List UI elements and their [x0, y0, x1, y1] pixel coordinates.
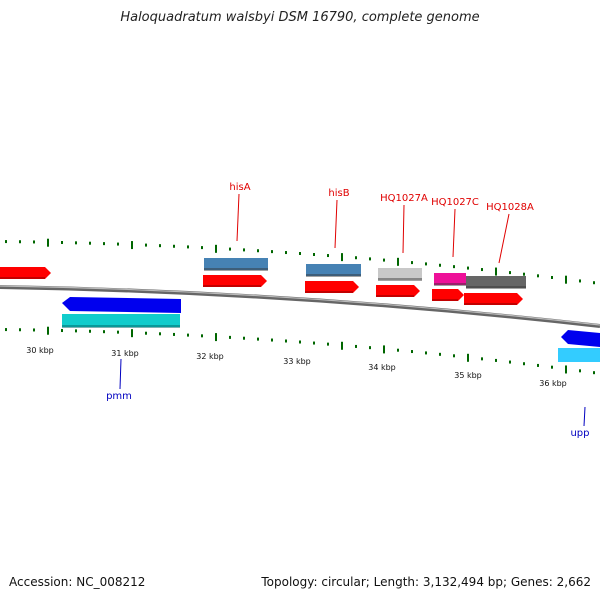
- cds-arrow-forward[interactable]: [203, 275, 267, 287]
- gene-label-hq1028a[interactable]: HQ1028A: [486, 202, 534, 213]
- label-leader-line: [236, 193, 240, 242]
- label-leader-line: [452, 208, 456, 258]
- cds-arrow-forward[interactable]: [432, 289, 464, 301]
- gene-label-pmm[interactable]: pmm: [106, 391, 132, 402]
- cds-arrow-forward[interactable]: [0, 267, 51, 279]
- genome-backbone: [0, 285, 600, 328]
- label-leader-line: [583, 406, 586, 427]
- gene-HQ1027C[interactable]: [434, 273, 466, 286]
- gene-upp[interactable]: [558, 348, 600, 362]
- tick-label: 34 kbp: [368, 363, 396, 372]
- map-title: Haloquadratum walsbyi DSM 16790, complet…: [120, 10, 480, 25]
- label-leader-line: [334, 199, 338, 249]
- accession-label: Accession: NC_008212: [9, 575, 146, 589]
- cds-arrow-forward[interactable]: [376, 285, 420, 297]
- gene-hisB[interactable]: [306, 264, 361, 277]
- gene-label-hisb[interactable]: hisB: [328, 188, 349, 199]
- gene-HQ1028A[interactable]: [466, 276, 526, 289]
- gene-HQ1027A[interactable]: [378, 268, 422, 281]
- tick-label: 31 kbp: [111, 349, 139, 358]
- cds-arrow-reverse-pmm[interactable]: [62, 297, 181, 313]
- tick-label: 36 kbp: [539, 379, 567, 388]
- gene-label-hq1027a[interactable]: HQ1027A: [380, 193, 428, 204]
- cds-arrow-forward[interactable]: [464, 293, 523, 305]
- label-leader-line: [498, 213, 510, 264]
- gc-track-outer: [5, 238, 595, 285]
- gc-track-inner: [5, 326, 595, 375]
- cds-arrow-reverse-upp[interactable]: [561, 330, 600, 347]
- gene-label-hisa[interactable]: hisA: [229, 182, 250, 193]
- gene-pmm[interactable]: [62, 314, 180, 328]
- tick-label: 35 kbp: [454, 371, 482, 380]
- cds-arrow-forward[interactable]: [305, 281, 359, 293]
- gene-hisA[interactable]: [204, 258, 268, 271]
- label-leader-line: [119, 358, 122, 390]
- gene-label-upp[interactable]: upp: [570, 428, 589, 439]
- tick-label: 33 kbp: [283, 357, 311, 366]
- gene-label-hq1027c[interactable]: HQ1027C: [431, 197, 479, 208]
- tick-label: 32 kbp: [196, 352, 224, 361]
- label-leader-line: [402, 204, 405, 254]
- tick-label: 30 kbp: [26, 346, 54, 355]
- genome-summary: Topology: circular; Length: 3,132,494 bp…: [261, 575, 591, 589]
